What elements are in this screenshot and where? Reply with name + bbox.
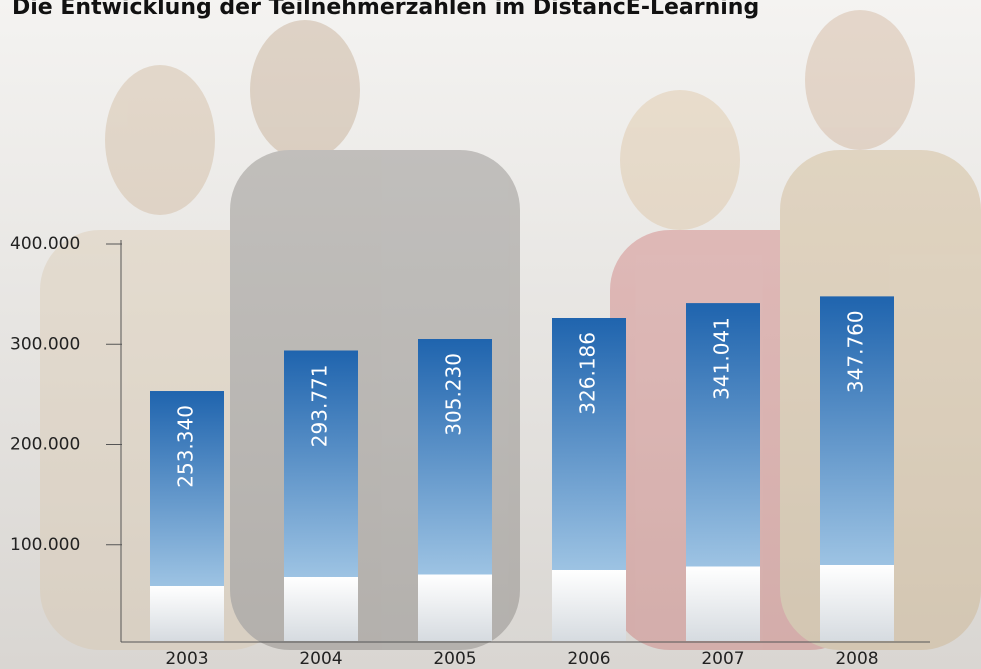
x-tick-label: 2004 [299,649,342,669]
value-label: 347.760 [844,310,868,393]
y-tick-label: 100.000 [10,535,80,555]
value-label: 305.230 [442,353,466,436]
x-tick-label: 2006 [567,649,610,669]
y-tick-label: 400.000 [10,234,80,254]
y-tick-label: 200.000 [10,435,80,455]
x-tick-label: 2007 [701,649,744,669]
chart-title: Die Entwicklung der Teilnehmerzahlen im … [12,0,759,20]
chart: Die Entwicklung der Teilnehmerzahlen im … [0,0,981,669]
x-tick-label: 2008 [835,649,878,669]
value-label: 293.771 [308,364,332,447]
value-label: 326.186 [576,332,600,415]
y-tick-label: 300.000 [10,334,80,354]
x-tick-label: 2005 [433,649,476,669]
x-tick-label: 2003 [165,649,208,669]
value-label: 341.041 [710,317,734,400]
value-label: 253.340 [174,405,198,488]
